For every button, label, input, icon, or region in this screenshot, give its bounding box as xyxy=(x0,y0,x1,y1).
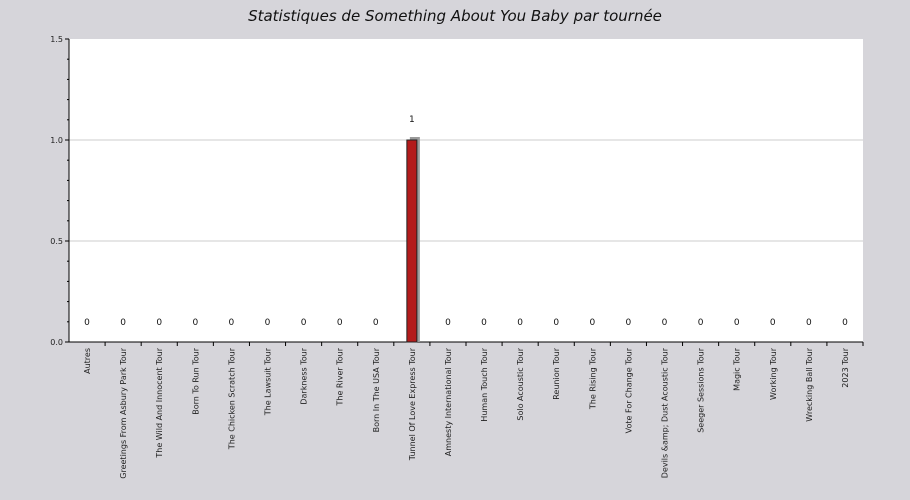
data-label: 0 xyxy=(517,318,523,328)
y-tick-label: 0.0 xyxy=(50,338,63,347)
bars xyxy=(406,137,420,343)
y-tick-label: 1.0 xyxy=(50,136,63,145)
grid-lines xyxy=(69,139,863,242)
x-axis-ticks: Autres Greetings From Asbury Park Tour The… xyxy=(83,347,850,478)
data-label: 0 xyxy=(734,318,740,328)
y-tick-label: 0.5 xyxy=(50,237,63,246)
x-tick-label: Reunion Tour xyxy=(552,347,561,399)
data-label: 0 xyxy=(626,318,632,328)
x-tick-label: Greetings From Asbury Park Tour xyxy=(119,347,128,478)
x-tick-label: Amnesty International Tour xyxy=(444,347,453,456)
data-label: 0 xyxy=(229,318,235,328)
data-label: 0 xyxy=(445,318,451,328)
x-tick-label: 2023 Tour xyxy=(841,347,850,387)
x-tick-label: Human Touch Tour xyxy=(480,347,489,421)
plot-area xyxy=(69,39,863,342)
x-tick-label: The Rising Tour xyxy=(588,347,597,410)
x-tick-label: The Chicken Scratch Tour xyxy=(227,347,236,450)
data-label: 0 xyxy=(301,318,307,328)
data-label: 0 xyxy=(84,318,90,328)
x-tick-label: Autres xyxy=(83,348,92,374)
data-label: 0 xyxy=(698,318,704,328)
chart-title: Statistiques de Something About You Baby… xyxy=(248,7,662,25)
data-label: 0 xyxy=(770,318,776,328)
data-label: 0 xyxy=(373,318,379,328)
x-tick-label: Tunnel Of Love Express Tour xyxy=(408,347,417,461)
data-label: 0 xyxy=(806,318,812,328)
data-label: 0 xyxy=(481,318,487,328)
data-label: 0 xyxy=(156,318,162,328)
data-label: 0 xyxy=(553,318,559,328)
x-tick-label: Working Tour xyxy=(769,347,778,400)
data-labels: 0 0 0 0 0 0 0 0 0 1 0 0 0 0 0 0 0 0 0 0 0 0 xyxy=(84,115,848,328)
x-tick-label: The River Tour xyxy=(336,347,345,406)
bar xyxy=(406,139,418,343)
data-label: 0 xyxy=(337,318,343,328)
x-tick-label: Darkness Tour xyxy=(300,347,309,404)
data-label: 0 xyxy=(265,318,271,328)
data-label: 0 xyxy=(662,318,668,328)
x-tick-label: Wrecking Ball Tour xyxy=(805,347,814,421)
x-tick-label: The Lawsuit Tour xyxy=(264,347,273,416)
axes xyxy=(68,39,864,346)
x-tick-label: Devils &amp; Dust Acoustic Tour xyxy=(661,347,670,478)
data-label: 0 xyxy=(120,318,126,328)
data-label: 0 xyxy=(192,318,198,328)
y-tick-label: 1.5 xyxy=(50,35,63,44)
x-tick-label: Born In The USA Tour xyxy=(372,347,381,432)
data-label: 0 xyxy=(589,318,595,328)
x-tick-label: Seeger Sessions Tour xyxy=(697,347,706,432)
x-tick-label: Vote For Change Tour xyxy=(624,347,633,433)
x-tick-label: Solo Acoustic Tour xyxy=(516,347,525,420)
x-tick-label: The Wild And Innocent Tour xyxy=(155,347,164,458)
data-label: 0 xyxy=(842,318,848,328)
x-tick-label: Magic Tour xyxy=(733,347,742,391)
y-axis-ticks: 0.0 0.5 1.0 1.5 xyxy=(50,35,69,347)
x-tick-label: Born To Run Tour xyxy=(191,347,200,414)
data-label: 1 xyxy=(409,115,415,125)
